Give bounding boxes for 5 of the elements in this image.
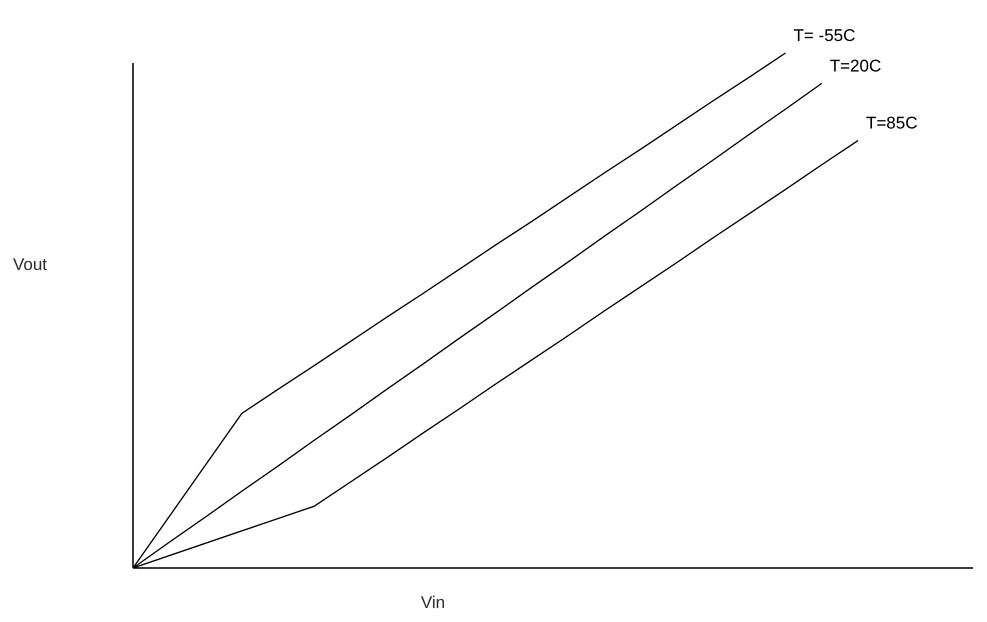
x-axis-title: Vin [420,593,446,612]
series-label: T=20C [830,56,882,76]
series-label: T=85C [866,114,918,133]
y-axis-title: Vout [13,255,48,274]
series-label: T= -55C [794,26,856,45]
